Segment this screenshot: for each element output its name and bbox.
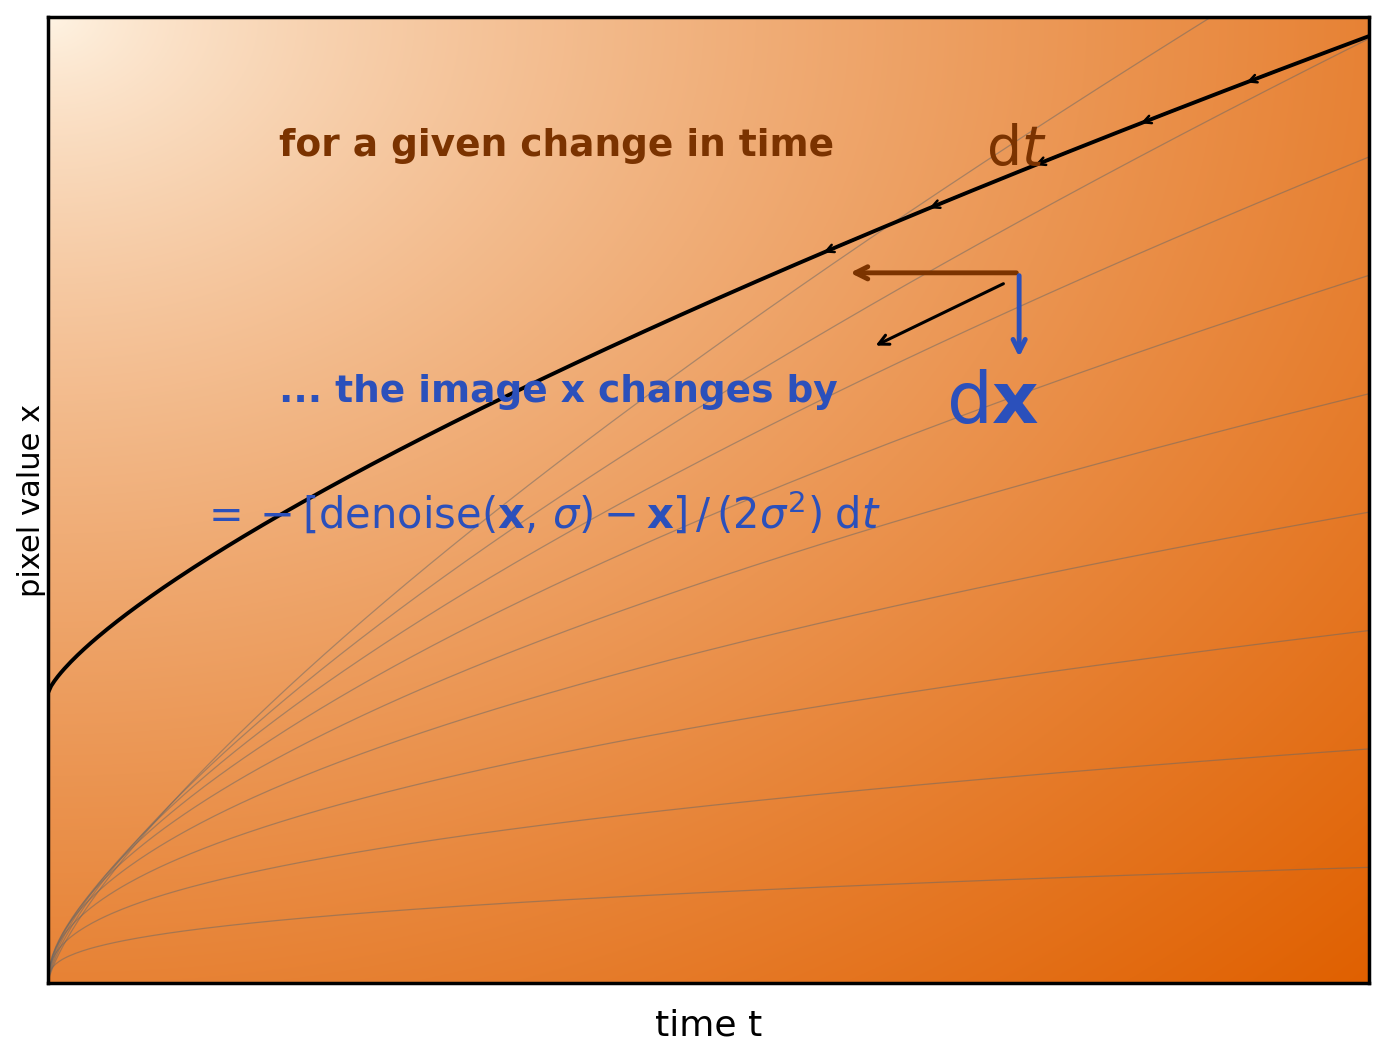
- X-axis label: time t: time t: [656, 1008, 762, 1042]
- Text: for a given change in time: for a given change in time: [279, 128, 847, 164]
- Text: $\mathrm{d}t$: $\mathrm{d}t$: [985, 123, 1046, 176]
- Text: ... the image x changes by: ... the image x changes by: [279, 374, 851, 410]
- Text: $= -[\mathrm{denoise}(\mathbf{x},\,\sigma) - \mathbf{x}]\,/\,(2\sigma^2)\;\mathr: $= -[\mathrm{denoise}(\mathbf{x},\,\sigm…: [200, 490, 880, 537]
- Text: $\mathrm{d}\mathbf{x}$: $\mathrm{d}\mathbf{x}$: [947, 370, 1040, 438]
- Y-axis label: pixel value x: pixel value x: [17, 403, 46, 596]
